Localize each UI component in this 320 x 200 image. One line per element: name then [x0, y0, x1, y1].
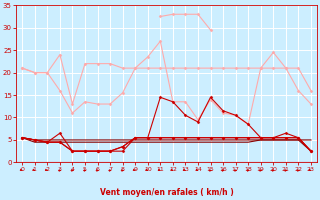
- X-axis label: Vent moyen/en rafales ( km/h ): Vent moyen/en rafales ( km/h ): [100, 188, 234, 197]
